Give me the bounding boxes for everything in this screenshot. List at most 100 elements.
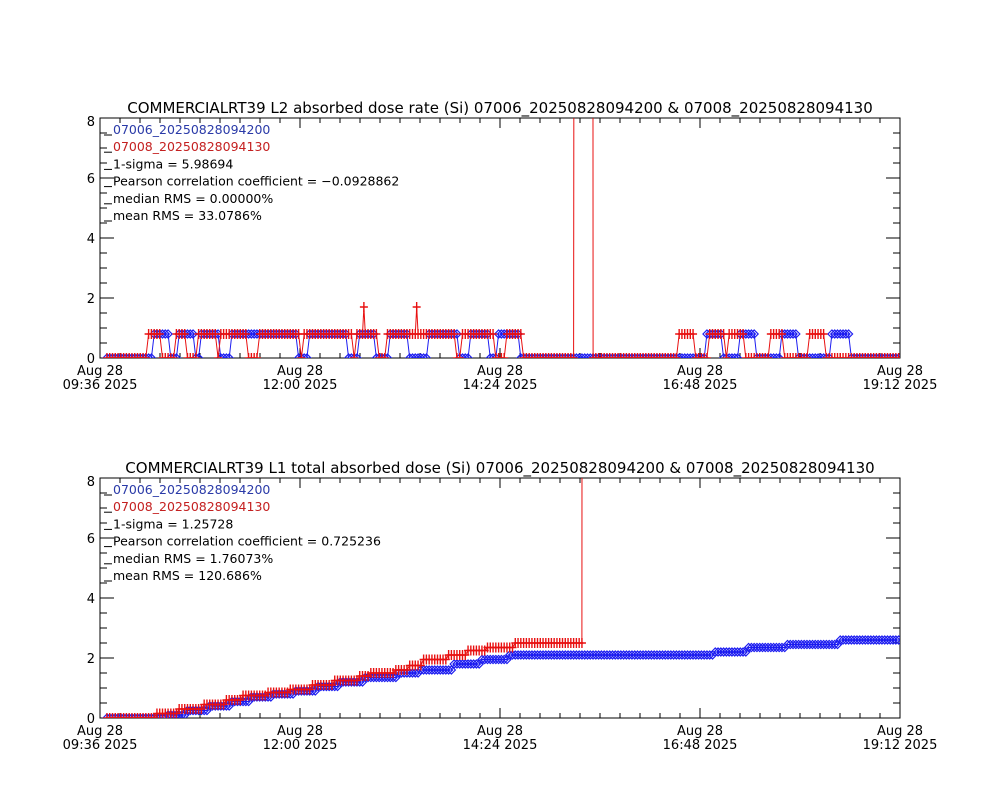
data-point-plus [655, 353, 664, 358]
data-point-diamond [527, 353, 537, 358]
data-point-plus [872, 353, 881, 358]
data-point-diamond [621, 353, 632, 358]
y-tick-label: 6 [87, 532, 95, 547]
data-point-plus [150, 713, 159, 718]
data-point-diamond [118, 713, 129, 718]
data-point-diamond [732, 353, 743, 358]
data-point-diamond [129, 713, 140, 718]
data-point-diamond [143, 353, 154, 358]
data-point-diamond [113, 353, 123, 358]
data-point-diamond [752, 353, 762, 358]
data-point-diamond [127, 353, 137, 358]
data-point-plus [664, 353, 673, 358]
data-point-plus [652, 353, 661, 358]
data-point-diamond [302, 353, 312, 358]
data-point-plus [594, 353, 603, 358]
data-point-diamond [821, 353, 832, 358]
data-point-plus [691, 353, 700, 358]
data-point-diamond [760, 353, 771, 358]
data-point-plus [241, 329, 250, 339]
data-point-plus [169, 353, 178, 358]
data-point-diamond [729, 353, 740, 358]
data-point-plus [841, 353, 850, 358]
data-point-plus [864, 353, 873, 358]
data-point-plus [380, 353, 389, 358]
data-point-plus [880, 353, 889, 358]
data-point-diamond [346, 353, 357, 358]
data-point-diamond [565, 353, 576, 358]
data-point-diamond [304, 686, 315, 696]
legend-sigma: 1-sigma = 1.25728 [113, 516, 233, 531]
data-point-diamond [613, 353, 623, 358]
data-point-diamond [860, 353, 871, 358]
data-point-diamond [238, 696, 248, 707]
data-point-plus [541, 353, 550, 358]
data-point-diamond [829, 639, 840, 650]
data-point-diamond [588, 353, 598, 358]
data-point-diamond [546, 353, 557, 358]
data-point-diamond [296, 353, 307, 358]
data-point-plus [819, 329, 828, 339]
data-point-plus [114, 713, 123, 718]
data-point-diamond [538, 353, 548, 358]
data-point-diamond [824, 353, 835, 358]
data-point-plus [519, 353, 528, 358]
data-point-plus [158, 353, 167, 358]
data-point-plus [494, 353, 503, 358]
plot-area [102, 118, 900, 358]
data-point-diamond [802, 353, 812, 358]
legend-pearson: Pearson correlation coefficient = −0.092… [113, 174, 399, 189]
data-point-diamond [765, 353, 776, 358]
data-point-diamond [224, 701, 235, 711]
data-point-diamond [774, 642, 785, 653]
data-point-diamond [310, 686, 321, 696]
data-point-plus [105, 713, 114, 718]
data-point-diamond [535, 353, 546, 358]
y-tick-label: 2 [87, 292, 95, 307]
data-point-plus [786, 353, 795, 358]
data-point-plus [702, 353, 711, 358]
data-point-diamond [649, 353, 660, 358]
data-point-plus [136, 353, 145, 358]
data-point-plus [125, 353, 134, 358]
data-point-diamond [515, 353, 526, 358]
data-point-diamond [404, 353, 415, 358]
data-point-plus [552, 353, 561, 358]
data-point-diamond [413, 353, 423, 358]
x-tick-label-time: 16:48 2025 [663, 738, 738, 753]
data-point-plus [647, 353, 656, 358]
data-point-plus [416, 660, 425, 671]
data-point-plus [102, 713, 111, 718]
total-dose-panel: COMMERCIALRT39 L1 total absorbed dose (S… [63, 459, 938, 753]
data-point-plus [789, 353, 798, 358]
data-point-diamond [224, 353, 235, 358]
data-point-plus [886, 353, 895, 358]
series-07008_20250828094130 [102, 118, 900, 358]
data-point-diamond [190, 353, 201, 358]
legend-mean-rms: mean RMS = 33.0786% [113, 208, 262, 223]
data-point-plus [522, 353, 531, 358]
data-point-plus [591, 353, 600, 358]
data-point-diamond [577, 353, 587, 358]
data-point-plus [247, 353, 256, 358]
data-point-plus [627, 353, 636, 358]
data-point-diamond [749, 329, 760, 339]
x-tick-label-date: Aug 28 [77, 724, 123, 739]
data-point-diamond [735, 647, 746, 657]
data-point-diamond [696, 353, 707, 358]
data-point-diamond [727, 353, 737, 358]
data-point-diamond [890, 635, 900, 645]
data-point-plus [155, 329, 164, 339]
data-point-plus [850, 353, 859, 358]
data-point-diamond [688, 353, 698, 358]
data-point-diamond [865, 353, 876, 358]
data-point-plus [252, 353, 261, 358]
x-tick-label-date: Aug 28 [477, 724, 523, 739]
data-point-plus [827, 353, 836, 358]
data-point-plus [858, 353, 867, 358]
data-point-plus [533, 353, 542, 358]
data-point-plus [550, 353, 559, 358]
data-point-plus [697, 353, 706, 358]
data-point-plus [189, 353, 198, 358]
data-point-plus [866, 353, 875, 358]
